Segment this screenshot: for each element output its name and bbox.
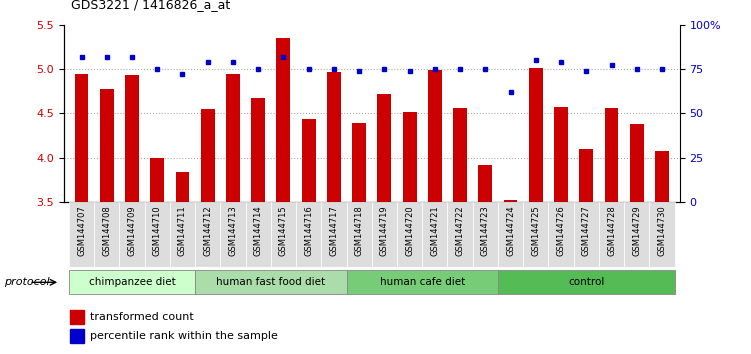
Bar: [252, 98, 265, 202]
Bar: [478, 166, 492, 202]
Bar: [554, 107, 568, 202]
Bar: [70, 329, 83, 343]
Bar: [100, 88, 113, 202]
Bar: [372, 202, 397, 267]
Bar: [321, 202, 346, 267]
Bar: [346, 202, 372, 267]
Bar: [448, 202, 472, 267]
Text: GSM144726: GSM144726: [556, 205, 566, 256]
Text: GSM144715: GSM144715: [279, 205, 288, 256]
Text: GSM144719: GSM144719: [380, 205, 389, 256]
Text: GSM144713: GSM144713: [228, 205, 237, 256]
Bar: [579, 149, 593, 202]
Bar: [271, 202, 296, 267]
Bar: [201, 109, 215, 202]
Bar: [327, 72, 341, 202]
Text: percentile rank within the sample: percentile rank within the sample: [89, 331, 278, 341]
Bar: [397, 202, 422, 267]
Text: GSM144718: GSM144718: [354, 205, 363, 256]
Bar: [302, 119, 315, 202]
Bar: [176, 172, 189, 202]
Text: control: control: [568, 277, 605, 287]
Bar: [346, 270, 498, 294]
Text: GSM144710: GSM144710: [152, 205, 161, 256]
Bar: [296, 202, 321, 267]
Text: GSM144709: GSM144709: [128, 205, 137, 256]
Text: GSM144722: GSM144722: [456, 205, 465, 256]
Bar: [599, 202, 624, 267]
Bar: [352, 123, 366, 202]
Bar: [94, 202, 119, 267]
Bar: [125, 75, 139, 202]
Bar: [548, 202, 574, 267]
Bar: [605, 108, 619, 202]
Bar: [624, 202, 650, 267]
Bar: [574, 202, 599, 267]
Bar: [504, 200, 517, 202]
Text: GSM144721: GSM144721: [430, 205, 439, 256]
Bar: [529, 68, 543, 202]
Bar: [150, 159, 164, 202]
Text: GSM144723: GSM144723: [481, 205, 490, 256]
Text: chimpanzee diet: chimpanzee diet: [89, 277, 175, 287]
Bar: [69, 202, 94, 267]
Text: GSM144711: GSM144711: [178, 205, 187, 256]
Text: GSM144712: GSM144712: [204, 205, 213, 256]
Bar: [498, 270, 674, 294]
Bar: [119, 202, 145, 267]
Bar: [170, 202, 195, 267]
Bar: [472, 202, 498, 267]
Text: GSM144717: GSM144717: [330, 205, 339, 256]
Text: GSM144725: GSM144725: [531, 205, 540, 256]
Bar: [428, 70, 442, 202]
Text: GDS3221 / 1416826_a_at: GDS3221 / 1416826_a_at: [71, 0, 231, 11]
Bar: [498, 202, 523, 267]
Text: human fast food diet: human fast food diet: [216, 277, 325, 287]
Text: GSM144727: GSM144727: [582, 205, 591, 256]
Text: GSM144716: GSM144716: [304, 205, 313, 256]
Text: GSM144707: GSM144707: [77, 205, 86, 256]
Bar: [226, 74, 240, 202]
Bar: [145, 202, 170, 267]
Bar: [655, 152, 669, 202]
Bar: [403, 113, 417, 202]
Text: GSM144730: GSM144730: [657, 205, 666, 256]
Bar: [70, 310, 83, 324]
Bar: [195, 202, 220, 267]
Bar: [453, 108, 467, 202]
Bar: [69, 270, 195, 294]
Text: GSM144729: GSM144729: [632, 205, 641, 256]
Bar: [195, 270, 346, 294]
Text: transformed count: transformed count: [89, 312, 194, 322]
Bar: [422, 202, 448, 267]
Text: GSM144728: GSM144728: [607, 205, 616, 256]
Bar: [378, 94, 391, 202]
Bar: [74, 74, 89, 202]
Text: GSM144724: GSM144724: [506, 205, 515, 256]
Bar: [246, 202, 271, 267]
Text: GSM144720: GSM144720: [405, 205, 414, 256]
Bar: [220, 202, 246, 267]
Text: human cafe diet: human cafe diet: [379, 277, 465, 287]
Bar: [523, 202, 548, 267]
Bar: [276, 38, 291, 202]
Text: GSM144714: GSM144714: [254, 205, 263, 256]
Bar: [650, 202, 674, 267]
Bar: [630, 124, 644, 202]
Text: protocol: protocol: [4, 277, 50, 287]
Text: GSM144708: GSM144708: [102, 205, 111, 256]
